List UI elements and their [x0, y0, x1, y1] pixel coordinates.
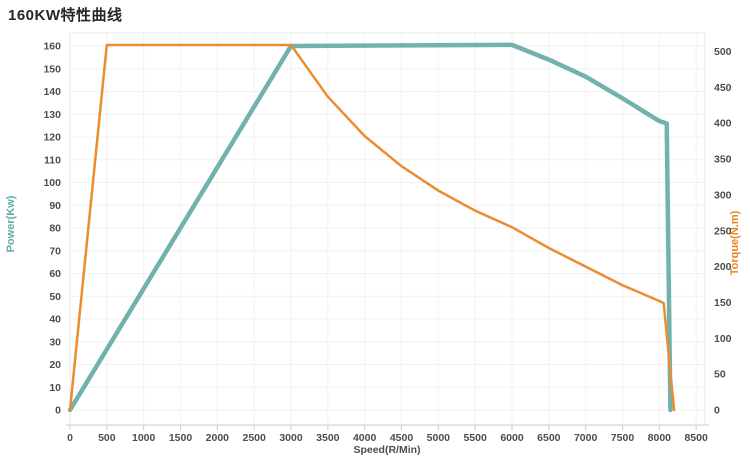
- svg-text:500: 500: [714, 46, 732, 58]
- svg-text:1500: 1500: [169, 432, 193, 444]
- svg-text:6000: 6000: [500, 432, 524, 444]
- svg-text:8500: 8500: [684, 432, 708, 444]
- svg-text:50: 50: [714, 369, 726, 381]
- svg-text:3500: 3500: [316, 432, 340, 444]
- svg-text:5500: 5500: [463, 432, 487, 444]
- svg-text:7000: 7000: [574, 432, 598, 444]
- svg-text:10: 10: [49, 382, 61, 394]
- svg-text:2000: 2000: [206, 432, 230, 444]
- svg-text:160: 160: [43, 41, 61, 53]
- svg-text:250: 250: [714, 225, 732, 237]
- x-axis: [66, 424, 709, 430]
- svg-text:70: 70: [49, 245, 61, 257]
- svg-text:300: 300: [714, 189, 732, 201]
- svg-text:3000: 3000: [279, 432, 303, 444]
- speed-axis-label: Speed(R/Min): [353, 444, 421, 456]
- svg-text:500: 500: [98, 432, 116, 444]
- svg-text:150: 150: [714, 297, 732, 309]
- svg-text:7500: 7500: [611, 432, 635, 444]
- svg-text:4500: 4500: [390, 432, 414, 444]
- svg-text:400: 400: [714, 118, 732, 130]
- svg-text:20: 20: [49, 359, 61, 371]
- svg-text:150: 150: [43, 63, 61, 75]
- x-tick-labels: 0 500 1000 1500 2000 2500 3000 3500 4000 4500 5000…: [67, 432, 708, 444]
- svg-text:0: 0: [67, 432, 73, 444]
- torque-tick-labels: 0 50 100 150 200 250 300 350 400 450 500: [714, 46, 732, 417]
- svg-text:350: 350: [714, 154, 732, 166]
- power-line: [67, 42, 673, 413]
- svg-text:0: 0: [55, 405, 61, 417]
- torque-line: [68, 43, 676, 412]
- svg-text:5000: 5000: [427, 432, 451, 444]
- svg-text:130: 130: [43, 109, 61, 121]
- svg-text:0: 0: [714, 405, 720, 417]
- chart-title: 160KW特性曲线: [8, 7, 123, 24]
- svg-text:140: 140: [43, 86, 61, 98]
- svg-text:50: 50: [49, 291, 61, 303]
- svg-text:110: 110: [44, 154, 61, 166]
- svg-text:60: 60: [49, 268, 61, 280]
- svg-text:450: 450: [714, 82, 732, 94]
- svg-text:30: 30: [49, 336, 61, 348]
- svg-text:80: 80: [49, 223, 61, 235]
- power-tick-labels: 0 10 20 30 40 50 60 70 80 90 100 110 120 130 140 150 160: [43, 41, 61, 417]
- svg-text:100: 100: [714, 333, 732, 345]
- svg-text:90: 90: [49, 200, 61, 212]
- svg-text:40: 40: [49, 314, 61, 326]
- svg-text:1000: 1000: [132, 432, 156, 444]
- svg-text:4000: 4000: [353, 432, 377, 444]
- svg-text:6500: 6500: [537, 432, 561, 444]
- svg-text:120: 120: [43, 132, 61, 144]
- svg-text:8000: 8000: [648, 432, 672, 444]
- svg-text:2500: 2500: [242, 432, 266, 444]
- svg-text:100: 100: [43, 177, 61, 189]
- svg-text:200: 200: [714, 261, 732, 273]
